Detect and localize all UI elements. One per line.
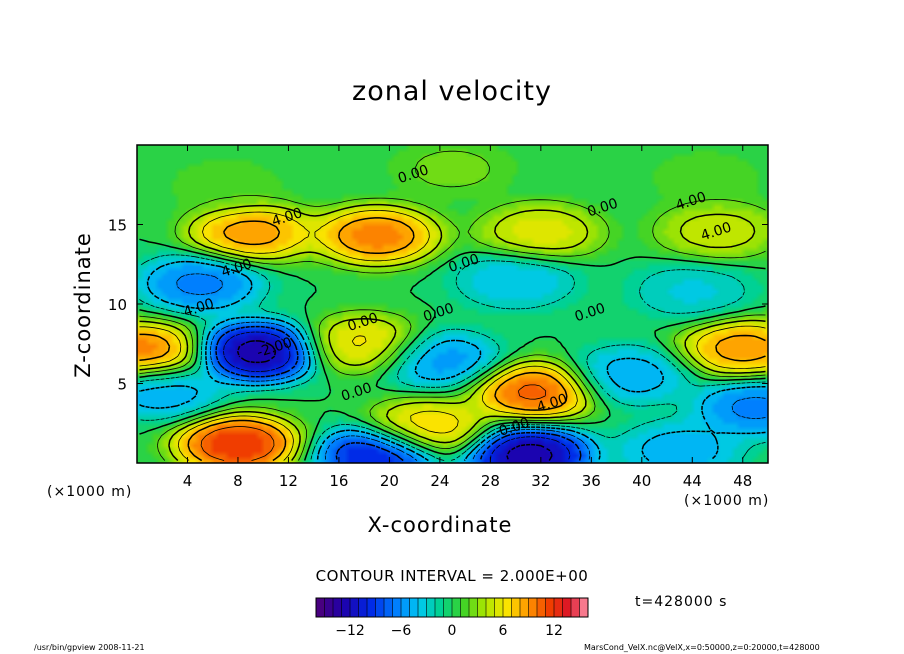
footer-command: /usr/bin/gpview 2008-11-21 — [34, 643, 145, 652]
x-axis-unit: (×1000 m) — [684, 493, 770, 509]
contour--10 — [223, 331, 571, 461]
x-tick-label: 20 — [380, 472, 399, 490]
y-tick-label: 10 — [108, 296, 127, 314]
contour-6 — [139, 210, 766, 461]
x-tick-label: 44 — [683, 472, 702, 490]
x-tick-label: 32 — [531, 472, 550, 490]
time-label: t=428000 s — [635, 594, 728, 610]
contour-10 — [200, 384, 547, 461]
x-tick-label: 12 — [279, 472, 298, 490]
colorbar-tick-label: 6 — [499, 623, 508, 639]
x-tick-label: 28 — [481, 472, 500, 490]
colorbar-tick-label: 0 — [448, 623, 457, 639]
contour--4 — [139, 260, 766, 462]
footer-source: MarsCond_VelX.nc@VelX,x=0:50000,z=0:2000… — [584, 643, 820, 652]
colorbar-tick-label: 12 — [545, 623, 563, 639]
x-tick-label: 48 — [733, 472, 752, 490]
contour--6 — [176, 273, 766, 461]
x-tick-label: 40 — [632, 472, 651, 490]
x-tick-label: 24 — [430, 472, 449, 490]
contour--8 — [215, 325, 582, 462]
y-axis-label: Z-coordinate — [71, 232, 95, 378]
x-tick-label: 8 — [233, 472, 243, 490]
y-tick-label: 15 — [108, 217, 127, 235]
contour--12 — [236, 340, 553, 461]
x-tick-label: 36 — [582, 472, 601, 490]
contour-interval: CONTOUR INTERVAL = 2.000E+00 — [315, 567, 589, 585]
contour--2 — [139, 254, 766, 461]
y-axis-unit: (×1000 m) — [47, 484, 133, 500]
colorbar-frame — [315, 597, 589, 618]
contour-8 — [139, 217, 766, 462]
velocity-field — [137, 145, 768, 463]
contour-4 — [139, 203, 766, 462]
contour-0 — [139, 238, 766, 461]
chart-title: zonal velocity — [352, 76, 552, 107]
contour-lines — [139, 150, 766, 462]
x-tick-label: 4 — [183, 472, 193, 490]
x-tick-label: 16 — [329, 472, 348, 490]
y-tick-label: 5 — [117, 376, 127, 394]
colorbar-tick-label: −6 — [391, 623, 412, 639]
contour-2 — [139, 150, 766, 461]
colorbar-tick-label: −12 — [335, 623, 365, 639]
x-axis-label: X-coordinate — [367, 513, 513, 537]
